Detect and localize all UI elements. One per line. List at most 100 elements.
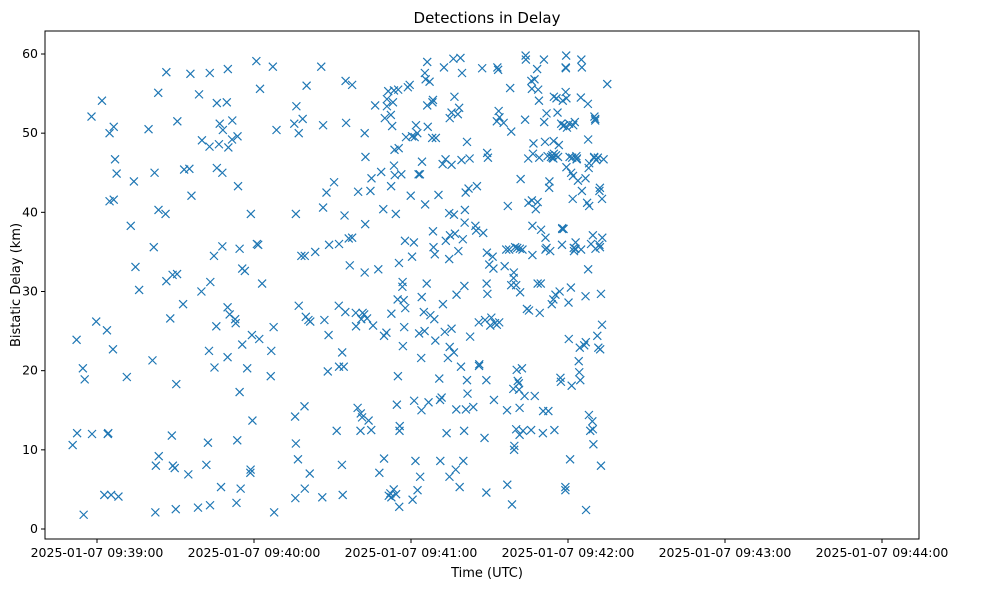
data-point (557, 240, 567, 250)
data-point (87, 112, 96, 121)
data-point (452, 290, 461, 300)
data-point (445, 113, 455, 123)
data-point (435, 456, 445, 466)
data-point (521, 55, 531, 64)
data-point (223, 302, 232, 312)
data-point (539, 55, 549, 64)
data-point (126, 221, 136, 231)
data-point (370, 101, 380, 110)
data-point (317, 492, 327, 502)
data-point (428, 97, 437, 107)
data-point (533, 197, 543, 207)
data-point (322, 188, 331, 197)
data-point (217, 168, 227, 178)
data-point (386, 492, 396, 502)
data-point (482, 289, 492, 299)
data-point (380, 113, 390, 123)
data-point (382, 94, 392, 104)
data-point (294, 301, 304, 311)
data-point (597, 320, 607, 330)
data-point (300, 251, 310, 261)
data-point (575, 375, 585, 385)
data-point (439, 63, 449, 72)
data-point (231, 318, 241, 328)
data-point (492, 63, 502, 72)
data-point (323, 367, 333, 376)
data-point (388, 97, 398, 107)
x-tick-label: 2025-01-07 09:43:00 (659, 545, 792, 560)
data-point (394, 143, 404, 153)
data-point (560, 482, 570, 492)
data-point (527, 221, 537, 231)
data-point (391, 209, 401, 219)
y-axis-ticks: 0 10 20 30 40 50 60 (22, 46, 45, 536)
data-point (150, 168, 159, 178)
data-point (590, 114, 600, 124)
data-point (246, 465, 256, 475)
data-point (232, 498, 241, 508)
data-point (214, 139, 224, 149)
data-point (347, 80, 357, 90)
data-point (196, 287, 206, 296)
data-point (444, 208, 454, 218)
data-point (405, 80, 415, 90)
data-point (272, 125, 281, 135)
data-point (593, 153, 603, 163)
data-point (379, 454, 389, 463)
data-point (474, 317, 484, 327)
data-point (482, 279, 492, 289)
x-tick-label: 2025-01-07 09:39:00 (31, 545, 164, 560)
data-point (394, 258, 404, 268)
data-point (549, 136, 559, 146)
data-point (254, 334, 264, 344)
data-point (581, 505, 591, 515)
data-point (481, 375, 491, 385)
data-point (530, 391, 540, 401)
data-point (596, 289, 606, 299)
data-point (417, 157, 427, 167)
data-point (398, 341, 408, 351)
x-axis-label: Time (UTC) (450, 566, 523, 581)
data-point (449, 348, 459, 357)
data-point (602, 79, 612, 89)
data-point (413, 485, 422, 495)
data-point (184, 164, 194, 174)
data-point (235, 387, 245, 397)
data-point (420, 326, 430, 336)
data-point (447, 324, 456, 334)
data-point (211, 321, 221, 331)
data-point (251, 56, 261, 66)
data-point (103, 428, 113, 438)
data-point (430, 336, 440, 346)
data-point (428, 226, 438, 236)
data-point (533, 85, 543, 95)
data-point (300, 484, 310, 494)
plot-area-frame (44, 30, 920, 540)
data-point (464, 184, 473, 194)
data-point (233, 181, 243, 191)
data-point (460, 205, 470, 215)
data-point (551, 290, 560, 300)
data-point (165, 313, 175, 323)
data-point (218, 125, 228, 135)
chart-title: Detections in Delay (414, 9, 561, 27)
data-point (445, 472, 454, 482)
data-point (223, 142, 233, 152)
data-point (154, 451, 164, 461)
data-point (471, 226, 481, 235)
data-point (515, 244, 525, 254)
data-point (409, 396, 419, 406)
data-point (106, 490, 116, 500)
data-point (581, 291, 590, 301)
data-point (430, 249, 440, 259)
data-point (542, 108, 551, 118)
data-point (450, 92, 459, 102)
data-point (527, 250, 537, 260)
data-point (255, 84, 265, 94)
data-point (501, 245, 511, 254)
data-point (561, 51, 571, 61)
data-point (266, 371, 276, 381)
data-point (415, 169, 425, 179)
data-point (122, 372, 132, 382)
data-point (339, 362, 349, 372)
